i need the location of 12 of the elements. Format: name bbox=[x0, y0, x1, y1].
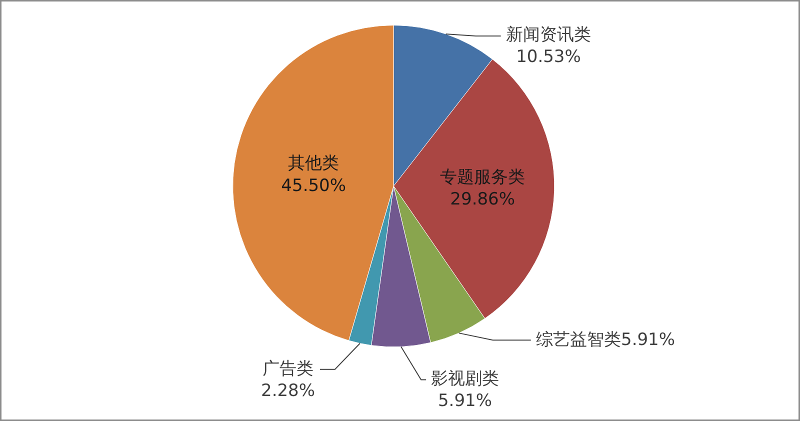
slice-label: 广告类 bbox=[262, 359, 314, 379]
slice-label: 影视剧类 bbox=[431, 369, 499, 389]
data-label: 5.91% bbox=[438, 391, 492, 412]
data-label: 29.86% bbox=[450, 190, 515, 210]
slice-label: 综艺益智类 bbox=[536, 330, 621, 350]
slice-label: 其他类 bbox=[288, 154, 340, 174]
data-label: 2.28% bbox=[261, 381, 316, 402]
data-label: 45.50% bbox=[281, 176, 346, 196]
data-label: 5.91% bbox=[621, 330, 676, 350]
data-label: 10.53% bbox=[516, 47, 581, 68]
slice-label: 新闻资讯类 bbox=[506, 25, 591, 45]
slice-label: 专题服务类 bbox=[440, 168, 526, 188]
